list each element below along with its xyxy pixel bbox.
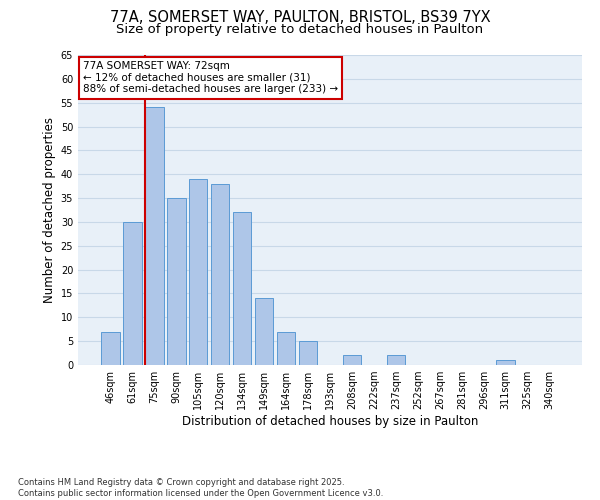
Bar [277,332,295,365]
Bar [299,341,317,365]
Bar [189,179,208,365]
Y-axis label: Number of detached properties: Number of detached properties [43,117,56,303]
Bar [167,198,185,365]
Text: 77A SOMERSET WAY: 72sqm
← 12% of detached houses are smaller (31)
88% of semi-de: 77A SOMERSET WAY: 72sqm ← 12% of detache… [83,61,338,94]
Bar [101,332,119,365]
Text: Contains HM Land Registry data © Crown copyright and database right 2025.
Contai: Contains HM Land Registry data © Crown c… [18,478,383,498]
Bar [496,360,515,365]
Bar [233,212,251,365]
Bar [255,298,274,365]
Text: Size of property relative to detached houses in Paulton: Size of property relative to detached ho… [116,22,484,36]
Bar [145,108,164,365]
X-axis label: Distribution of detached houses by size in Paulton: Distribution of detached houses by size … [182,415,478,428]
Bar [211,184,229,365]
Text: 77A, SOMERSET WAY, PAULTON, BRISTOL, BS39 7YX: 77A, SOMERSET WAY, PAULTON, BRISTOL, BS3… [110,10,490,25]
Bar [123,222,142,365]
Bar [343,356,361,365]
Bar [386,356,405,365]
